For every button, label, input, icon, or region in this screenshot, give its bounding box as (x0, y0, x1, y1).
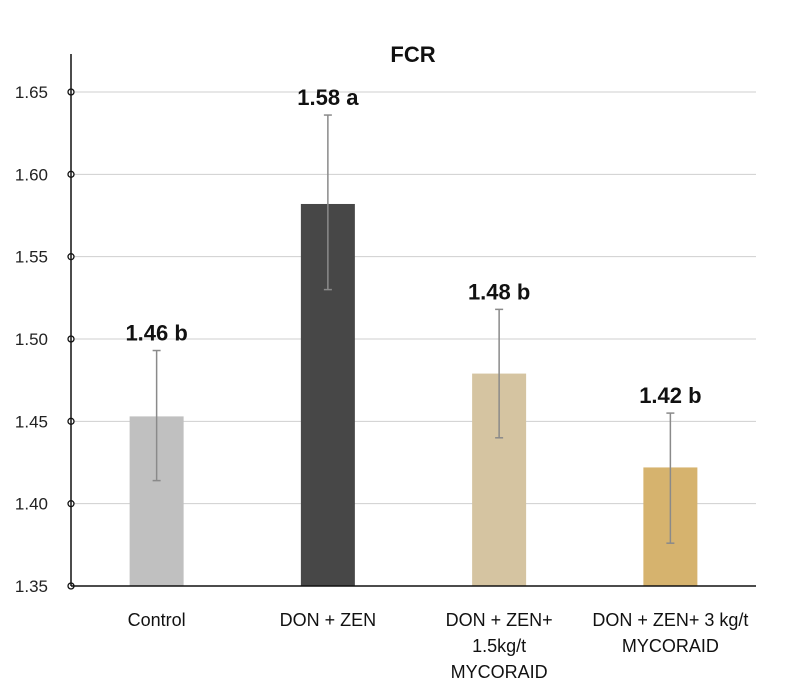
chart-title: FCR (390, 42, 435, 67)
y-tick-label: 1.65 (15, 83, 48, 102)
y-tick-label: 1.45 (15, 412, 48, 431)
category-labels: Control DON + ZEN DON + ZEN+ 1.5kg/t MYCORAI… (128, 610, 749, 682)
x-category-label: DON + ZEN+ 3 kg/t (592, 610, 748, 630)
y-tick-label: 1.60 (15, 165, 48, 184)
data-label: 1.58 a (297, 85, 359, 110)
x-category-label: MYCORAID (622, 636, 719, 656)
axes: 1.35 1.40 1.45 1.50 1.55 1.60 1.65 (15, 54, 756, 596)
y-tick-label: 1.40 (15, 495, 48, 514)
y-tick-label: 1.50 (15, 330, 48, 349)
x-category-label: Control (128, 610, 186, 630)
data-label: 1.48 b (468, 279, 530, 304)
error-bars (152, 114, 675, 544)
x-category-label: 1.5kg/t (472, 636, 526, 656)
gridlines (71, 91, 756, 505)
x-category-label: DON + ZEN+ (446, 610, 553, 630)
bars (129, 203, 698, 586)
y-tick-label: 1.55 (15, 248, 48, 267)
y-tick-label: 1.35 (15, 577, 48, 596)
data-label: 1.46 b (125, 321, 187, 346)
data-labels: 1.46 b 1.58 a 1.48 b 1.42 b (125, 85, 701, 408)
x-category-label: DON + ZEN (280, 610, 377, 630)
data-label: 1.42 b (639, 383, 701, 408)
x-category-label: MYCORAID (451, 662, 548, 682)
